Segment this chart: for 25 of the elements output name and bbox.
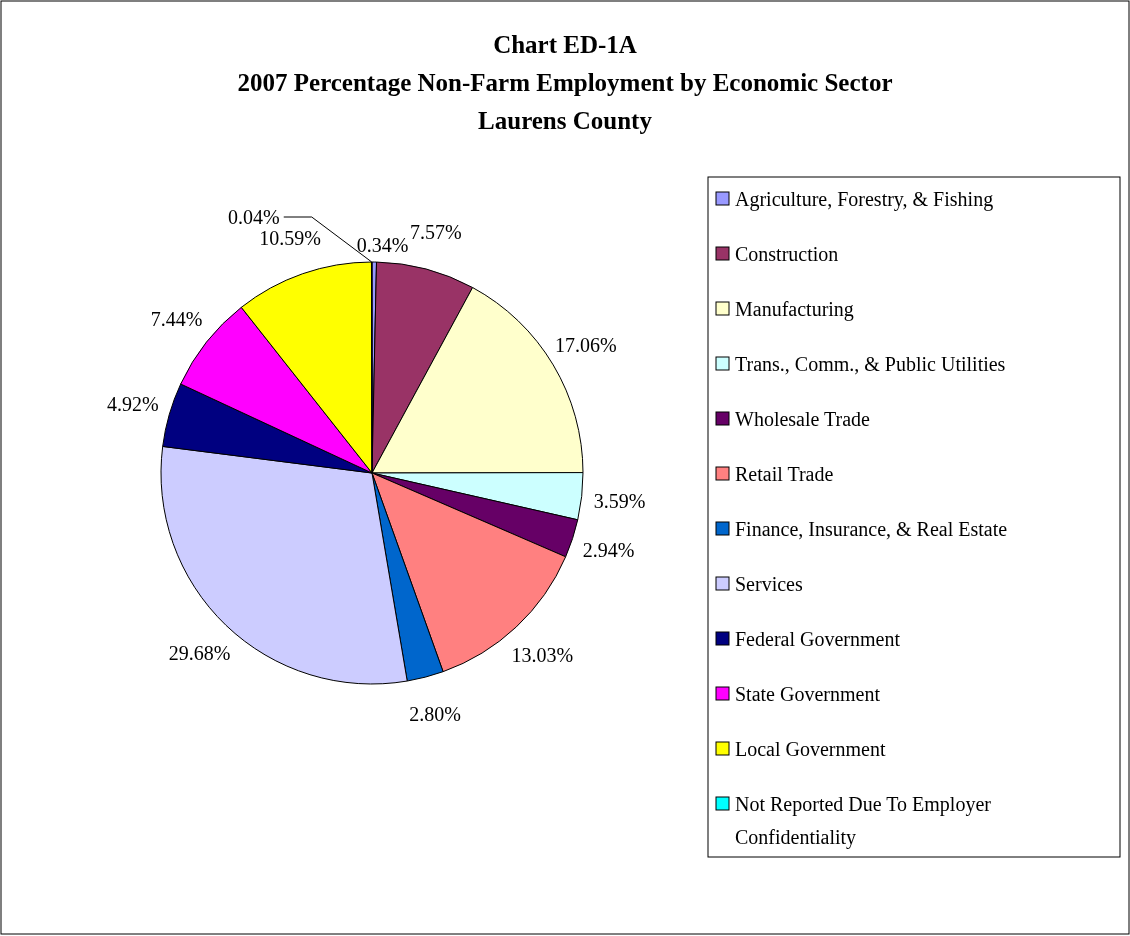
legend-label: Construction	[735, 243, 839, 265]
legend-label: Agriculture, Forestry, & Fishing	[735, 188, 994, 211]
data-label: 2.94%	[582, 539, 635, 562]
legend-label: Local Government	[735, 738, 886, 760]
data-label: 7.57%	[409, 221, 462, 244]
data-label: 7.44%	[150, 307, 203, 330]
data-label: 2.80%	[409, 702, 461, 725]
data-label: 13.03%	[511, 643, 574, 666]
data-label: 3.59%	[593, 489, 646, 512]
legend-label: Manufacturing	[735, 298, 854, 321]
legend-label: State Government	[735, 683, 881, 705]
legend-label: Not Reported Due To Employer Confidentiality	[735, 793, 992, 849]
legend-label: Trans., Comm., & Public Utilities	[735, 353, 1006, 375]
data-label: 0.04%	[228, 206, 280, 228]
legend-label: Retail Trade	[735, 463, 834, 485]
chart-title: Chart ED-1A 2007 Percentage Non-Farm Employment by Economic Sector Laurens County	[237, 31, 893, 134]
legend-label: Finance, Insurance, & Real Estate	[735, 518, 1008, 540]
data-label: 10.59%	[259, 226, 321, 249]
legend-label: Federal Government	[735, 628, 901, 650]
data-label: 29.68%	[168, 641, 231, 664]
data-label: 17.06%	[555, 334, 617, 357]
data-label: 0.34%	[356, 234, 409, 256]
legend-label: Wholesale Trade	[735, 408, 871, 430]
legend-label: Services	[735, 573, 803, 595]
data-label: 4.92%	[106, 392, 159, 415]
